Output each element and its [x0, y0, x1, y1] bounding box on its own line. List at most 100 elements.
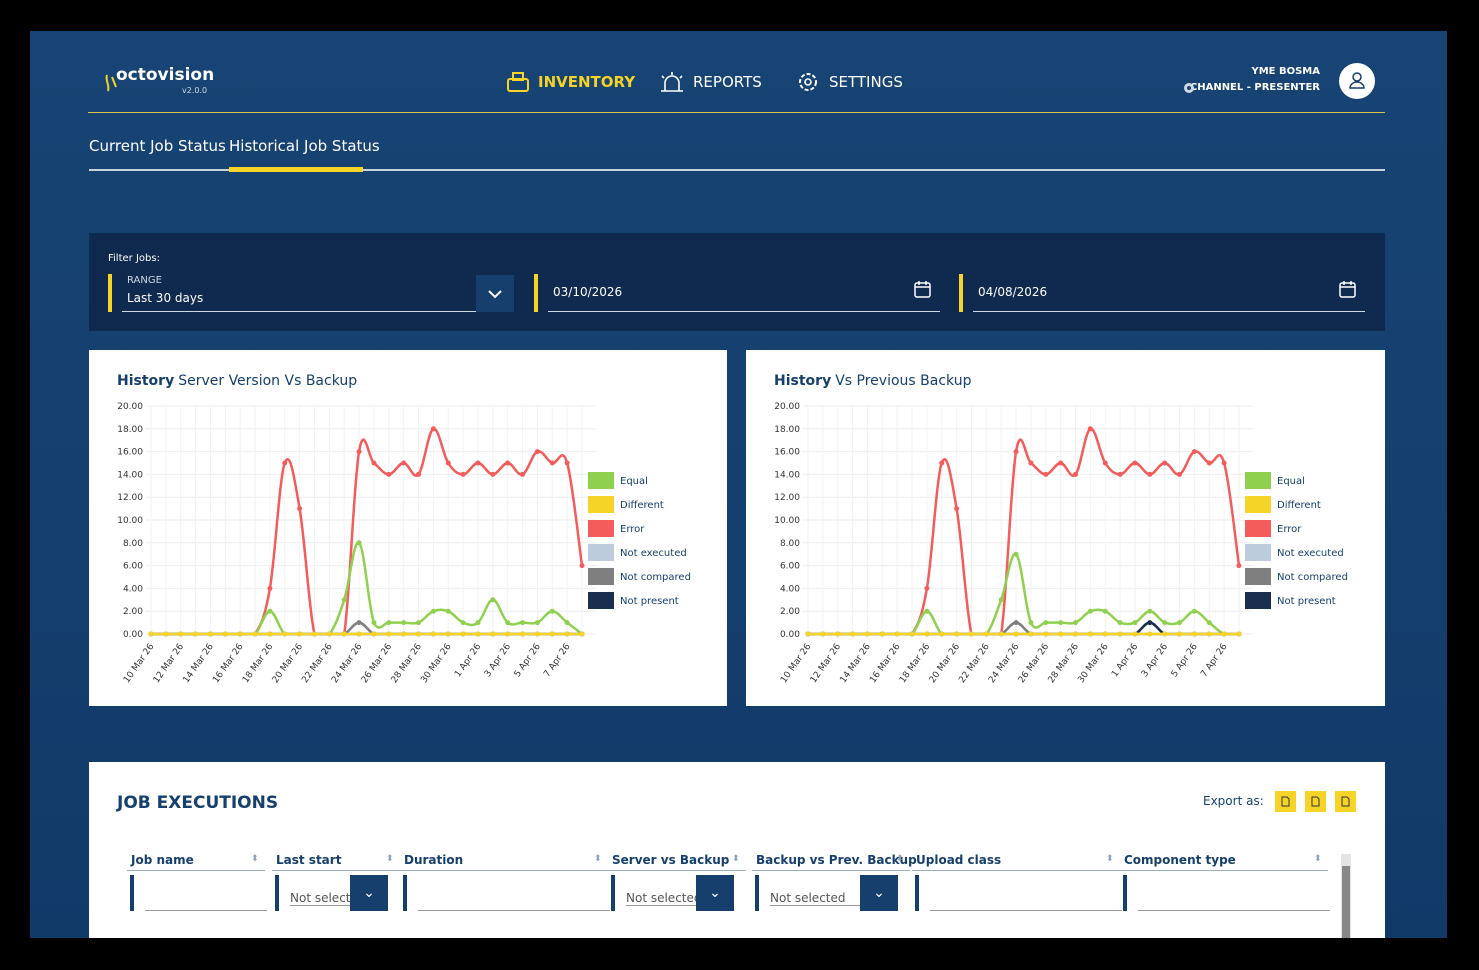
nav-label: SETTINGS	[829, 73, 903, 91]
filter-select[interactable]: Not selected	[290, 891, 356, 906]
series-point	[1028, 631, 1034, 637]
header-underline	[400, 870, 608, 871]
filter-select[interactable]: Not selected	[626, 891, 702, 906]
series-point	[1028, 620, 1034, 626]
column-header[interactable]: Job name	[131, 853, 194, 867]
user-name: YME BOSMA	[1251, 66, 1320, 77]
series-point	[1013, 449, 1019, 455]
y-tick-label: 20.00	[774, 402, 800, 412]
series-point	[267, 631, 273, 637]
filter-accent	[1123, 875, 1127, 911]
x-tick-label: 7 Apr 26	[1199, 642, 1229, 679]
tab[interactable]: Current Job Status	[89, 137, 226, 155]
sort-icon[interactable]: ⬍	[594, 854, 602, 864]
series-point	[1102, 460, 1108, 466]
legend-swatch	[1245, 520, 1271, 537]
sort-icon[interactable]: ⬍	[1106, 854, 1114, 864]
column-header[interactable]: Component type	[1124, 853, 1236, 867]
series-point	[386, 471, 392, 477]
column-header[interactable]: Server vs Backup	[612, 853, 730, 867]
series-point	[1102, 631, 1108, 637]
x-tick-label: 5 Apr 26	[1170, 642, 1200, 679]
series-point	[297, 506, 303, 512]
range-select[interactable]: Last 30 days	[122, 291, 481, 312]
tab[interactable]: Historical Job Status	[229, 137, 380, 155]
column-header[interactable]: Upload class	[916, 853, 1002, 867]
filter-input[interactable]	[418, 892, 610, 911]
series-point	[356, 620, 362, 626]
series-point	[1073, 471, 1079, 477]
series-point	[1236, 563, 1242, 569]
tab-indicator	[229, 167, 363, 172]
filter-accent	[611, 875, 615, 911]
series-point	[430, 608, 436, 614]
y-tick-label: 2.00	[780, 607, 800, 617]
dropdown-button[interactable]: ⌄	[860, 875, 898, 911]
field-accent	[108, 274, 112, 312]
y-tick-label: 10.00	[117, 516, 143, 526]
series-point	[1058, 620, 1064, 626]
series-point	[386, 631, 392, 637]
column-header[interactable]: Duration	[404, 853, 464, 867]
y-tick-label: 14.00	[117, 470, 143, 480]
series-point	[475, 460, 481, 466]
nav-item[interactable]: REPORTS	[659, 71, 762, 93]
avatar[interactable]	[1338, 62, 1376, 100]
column-header[interactable]: Last start	[276, 853, 342, 867]
dropdown-button[interactable]: ⌄	[350, 875, 388, 911]
nav-item[interactable]: INVENTORY	[506, 71, 635, 93]
series-point	[1191, 631, 1197, 637]
date-from[interactable]: 03/10/2026	[548, 285, 940, 312]
series-point	[163, 631, 169, 637]
calendar-icon[interactable]	[1338, 279, 1358, 299]
nav-item[interactable]: SETTINGS	[797, 71, 903, 93]
series-point	[805, 631, 811, 637]
y-tick-label: 6.00	[123, 562, 143, 572]
chart-title: History Vs Previous Backup	[774, 373, 972, 389]
header-underline	[127, 870, 265, 871]
series-point	[968, 631, 974, 637]
chart-title-text: Server Version Vs Backup	[178, 373, 357, 389]
series-point	[1087, 608, 1093, 614]
logo-icon	[105, 74, 117, 92]
series-point	[1177, 620, 1183, 626]
date-to[interactable]: 04/08/2026	[973, 285, 1365, 312]
sort-icon[interactable]: ⬍	[251, 854, 259, 864]
export-buttons[interactable]	[1275, 791, 1360, 813]
series-point	[864, 631, 870, 637]
filter-input[interactable]	[1138, 892, 1330, 911]
series-point	[401, 460, 407, 466]
sort-icon[interactable]: ⬍	[1314, 854, 1322, 864]
legend-label: Error	[620, 524, 645, 535]
y-tick-label: 20.00	[117, 402, 143, 412]
sort-icon[interactable]: ⬍	[732, 854, 740, 864]
field-accent	[534, 274, 538, 312]
series-point	[490, 631, 496, 637]
dropdown-button[interactable]	[476, 275, 514, 312]
column-header[interactable]: Backup vs Prev. Backup	[756, 853, 917, 867]
nav-icon	[661, 72, 683, 92]
series-point	[490, 597, 496, 603]
scrollbar[interactable]	[1341, 854, 1351, 938]
calendar-icon[interactable]	[913, 279, 933, 299]
filter-input[interactable]	[145, 892, 267, 911]
series-point	[534, 631, 540, 637]
sort-icon[interactable]: ⬍	[896, 854, 904, 864]
series-line	[808, 427, 1241, 636]
series-point	[549, 608, 555, 614]
series-point	[564, 620, 570, 626]
filter-select[interactable]: Not selected	[770, 891, 866, 906]
series-line	[151, 427, 584, 636]
series-point	[341, 597, 347, 603]
legend-swatch	[588, 472, 614, 489]
series-point	[1117, 631, 1123, 637]
filter-input[interactable]	[930, 892, 1122, 911]
series-point	[460, 631, 466, 637]
dropdown-button[interactable]: ⌄	[696, 875, 734, 911]
filter-accent	[403, 875, 407, 911]
sort-icon[interactable]: ⬍	[386, 854, 394, 864]
series-point	[193, 631, 199, 637]
series-point	[416, 631, 422, 637]
y-tick-label: 2.00	[123, 607, 143, 617]
series-point	[1117, 471, 1123, 477]
